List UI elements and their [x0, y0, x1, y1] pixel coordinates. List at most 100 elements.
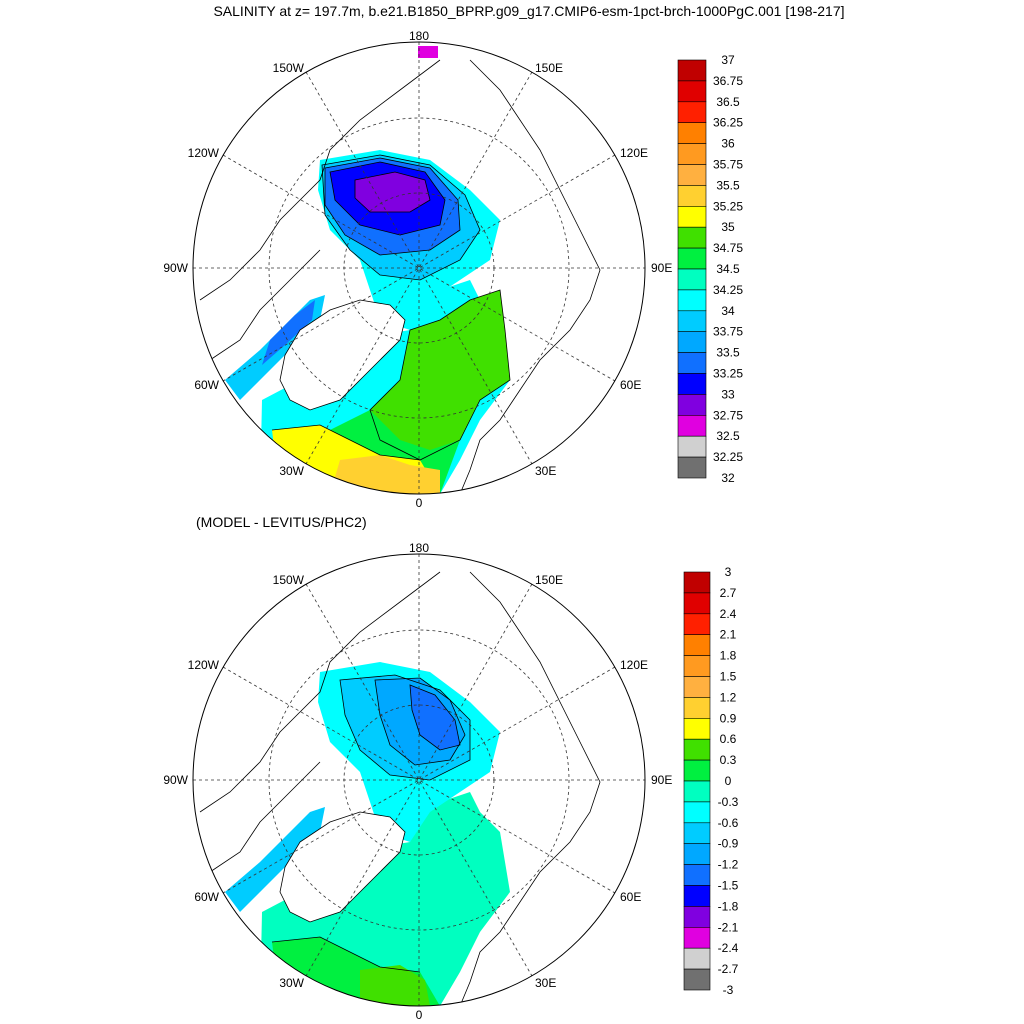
region-salinity-33: [355, 172, 430, 212]
colorbar-swatch: [683, 926, 711, 949]
region-salinity-34-75: [370, 290, 510, 460]
region-baffin-inner: [262, 300, 315, 365]
lon-label-90w: 90W: [163, 773, 188, 787]
greenland: [280, 300, 405, 410]
region-diff-minus-1-2: [410, 685, 460, 750]
colorbar-tick-label: -0.3: [718, 795, 739, 809]
colorbar-swatch: [677, 352, 707, 374]
contour-line: [324, 157, 461, 256]
colorbar-swatch: [683, 843, 711, 865]
colorbar-tick-label: -1.8: [718, 899, 739, 913]
colorbar-swatch: [677, 331, 707, 353]
colorbar-tick-label: -0.6: [718, 816, 739, 830]
colorbar-tick-label: 34.25: [713, 283, 743, 297]
difference-map-border: [192, 553, 646, 1007]
colorbar-tick-label: -0.9: [718, 837, 739, 851]
lon-label-150w: 150W: [273, 573, 305, 587]
colorbar-swatch: [677, 268, 707, 291]
colorbar-tick-label: 2.4: [720, 607, 737, 621]
colorbar-swatch: [677, 310, 707, 332]
colorbar-swatch: [683, 697, 711, 719]
lon-label-150e: 150E: [535, 61, 563, 75]
difference-subtitle: (MODEL - LEVITUS/PHC2): [196, 514, 367, 530]
contour-line: [321, 154, 481, 281]
lon-label-0: 0: [416, 1008, 423, 1022]
lon-label-180: 180: [409, 29, 429, 43]
region-salinity-35-5: [330, 455, 440, 494]
contour-line: [329, 161, 446, 236]
lon-label-30w: 30W: [279, 976, 304, 990]
colorbar-swatch: [683, 780, 711, 803]
salinity-map: 180 0 90W 90E 150W 120W 150E 120E 60W 30…: [163, 29, 672, 510]
colorbar-swatch: [677, 394, 707, 416]
region-bering-strait: [418, 46, 438, 58]
colorbar-swatch: [683, 634, 711, 656]
lon-label-60w: 60W: [194, 890, 219, 904]
colorbar-swatch: [677, 456, 707, 479]
colorbar-swatch: [683, 968, 711, 991]
colorbar-swatch: [683, 822, 711, 844]
lon-label-120w: 120W: [188, 146, 220, 160]
colorbar-swatch: [683, 592, 711, 615]
lon-label-30w: 30W: [279, 464, 304, 478]
colorbar-tick-label: 35.25: [713, 199, 743, 213]
colorbar-tick-label: 1.8: [720, 649, 737, 663]
colorbar-tick-label: 34.75: [713, 241, 743, 255]
lon-label-30e: 30E: [535, 976, 556, 990]
coastline: [209, 249, 321, 361]
greenland: [280, 812, 405, 922]
colorbar-swatch: [677, 414, 707, 437]
difference-graticule: [193, 554, 645, 1006]
lon-label-150w: 150W: [273, 61, 305, 75]
lon-label-90w: 90W: [163, 261, 188, 275]
lon-label-60w: 60W: [194, 378, 219, 392]
coastline: [209, 761, 321, 873]
colorbar-swatch: [683, 759, 711, 782]
colorbar-swatch: [683, 676, 711, 698]
lon-label-90e: 90E: [651, 773, 672, 787]
colorbar-swatch: [677, 143, 707, 165]
lon-label-120e: 120E: [620, 146, 648, 160]
colorbar-tick-label: 32: [721, 471, 735, 485]
colorbar-tick-label: -2.7: [718, 962, 739, 976]
colorbar-swatch: [677, 80, 707, 103]
lon-label-120e: 120E: [620, 658, 648, 672]
coastline: [199, 59, 441, 301]
region-diff-0-6: [360, 965, 430, 1006]
figure-title: SALINITY at z= 197.7m, b.e21.B1850_BPRP.…: [213, 3, 844, 19]
contour-line: [271, 424, 421, 461]
colorbar-swatch: [683, 947, 711, 970]
colorbar-swatch: [683, 906, 711, 928]
contour-line: [271, 936, 421, 973]
colorbar-tick-label: 35.75: [713, 158, 743, 172]
colorbar-tick-label: 0.9: [720, 711, 737, 725]
colorbar-tick-label: 33.75: [713, 325, 743, 339]
colorbar-tick-label: 3: [725, 565, 732, 579]
colorbar-tick-label: 33.5: [716, 346, 740, 360]
lon-label-60e: 60E: [620, 890, 641, 904]
coastline: [279, 811, 406, 923]
colorbar-tick-label: 36.25: [713, 116, 743, 130]
contour-line: [354, 171, 431, 213]
colorbar-swatch: [677, 226, 707, 249]
salinity-map-border: [192, 41, 646, 495]
colorbar-swatch: [683, 801, 711, 824]
colorbar-tick-label: 1.5: [720, 670, 737, 684]
colorbar-tick-label: 32.75: [713, 408, 743, 422]
colorbar-tick-label: 34.5: [716, 262, 740, 276]
region-diff-baffin: [225, 807, 325, 912]
salinity-colorbar: 37 36.75 36.5 36.25 36 35.75 35.5 35.25 35 34.75 3…: [677, 53, 743, 485]
colorbar-swatch: [677, 59, 707, 82]
coastline: [459, 59, 601, 494]
difference-map: 180 0 90W 90E 150W 120W 150E 120E 60W 30…: [163, 541, 672, 1022]
lon-label-30e: 30E: [535, 464, 556, 478]
colorbar-tick-label: 2.1: [720, 628, 737, 642]
colorbar-swatch: [677, 206, 707, 228]
colorbar-tick-label: 35.5: [716, 178, 740, 192]
lon-label-150e: 150E: [535, 573, 563, 587]
colorbar-tick-label: -2.1: [718, 920, 739, 934]
colorbar-swatch: [683, 717, 711, 740]
coastline: [459, 571, 601, 1006]
colorbar-swatch: [683, 571, 711, 594]
lon-label-0: 0: [416, 496, 423, 510]
